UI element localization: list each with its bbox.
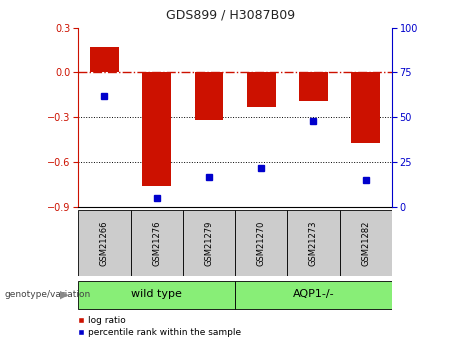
Bar [183, 210, 235, 276]
Text: GDS899 / H3087B09: GDS899 / H3087B09 [166, 9, 295, 22]
Bar [90, 47, 119, 72]
Bar [287, 210, 340, 276]
Text: GSM21273: GSM21273 [309, 220, 318, 266]
Bar [247, 72, 276, 107]
Bar [142, 72, 171, 186]
Text: AQP1-/-: AQP1-/- [293, 289, 334, 299]
Bar [195, 72, 224, 120]
Bar [299, 72, 328, 101]
Text: GSM21270: GSM21270 [257, 220, 266, 266]
Bar [130, 210, 183, 276]
Bar [235, 210, 287, 276]
Legend: log ratio, percentile rank within the sample: log ratio, percentile rank within the sa… [74, 313, 245, 341]
Bar [78, 210, 130, 276]
Text: GSM21276: GSM21276 [152, 220, 161, 266]
Text: ▶: ▶ [60, 290, 68, 300]
Text: GSM21279: GSM21279 [205, 220, 213, 266]
Text: wild type: wild type [131, 289, 182, 299]
Text: GSM21282: GSM21282 [361, 220, 370, 266]
Bar [340, 210, 392, 276]
Bar [351, 72, 380, 143]
Text: genotype/variation: genotype/variation [5, 290, 91, 299]
Bar [235, 281, 392, 309]
Text: GSM21266: GSM21266 [100, 220, 109, 266]
Bar [78, 281, 235, 309]
